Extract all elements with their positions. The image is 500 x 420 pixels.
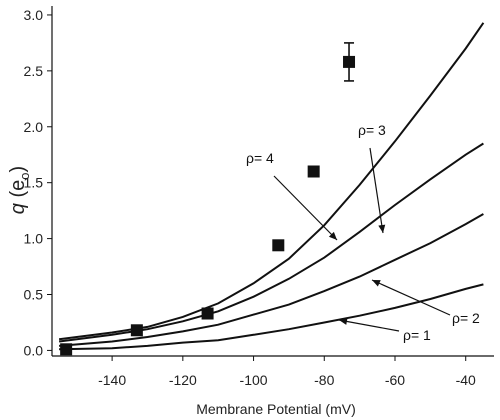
y-tick-label: 0.0 — [24, 342, 44, 358]
axes: 0.0 0.5 1.0 1.5 2.0 2.5 3.0 -140 -120 -100 -80 -60 -… — [24, 6, 494, 388]
y-tick-label: 0.5 — [24, 286, 44, 302]
curve-rho-3 — [58, 142, 484, 343]
y-axis-label-paren-open: (e — [7, 180, 29, 203]
data-point — [130, 324, 143, 337]
y-axis-label-subscript: o — [17, 172, 32, 179]
curve-annotations: ρ= 4 ρ= 3 ρ= 2 ρ= 1 — [246, 122, 480, 343]
curve-rho-4 — [58, 22, 485, 341]
curve-rho-2 — [59, 213, 484, 347]
x-tick-label: -40 — [456, 372, 476, 388]
data-point — [60, 343, 73, 356]
data-point — [343, 55, 356, 68]
y-axis-label-paren-close: ) — [7, 166, 29, 173]
y-tick-label: 3.0 — [24, 7, 44, 23]
data-point — [201, 307, 214, 320]
y-tick-label: 1.0 — [24, 231, 44, 247]
y-tick-label: 2.0 — [24, 119, 44, 135]
curve-rho-1 — [59, 283, 484, 351]
curve-label: ρ= 1 — [403, 327, 431, 343]
annotation-arrow — [338, 319, 400, 332]
x-tick-label: -120 — [169, 372, 197, 388]
y-tick-label: 1.5 — [24, 175, 44, 191]
annotation-arrowhead — [328, 231, 337, 240]
x-tick-label: -140 — [98, 372, 126, 388]
annotation-arrow — [369, 147, 384, 234]
curve-label: ρ= 2 — [452, 310, 480, 326]
y-tick-label: 2.5 — [24, 63, 44, 79]
y-axis-label-q: q — [7, 203, 29, 214]
x-tick-label: -60 — [385, 372, 405, 388]
x-tick-label: -80 — [314, 372, 334, 388]
x-tick-label: -100 — [240, 372, 268, 388]
data-point — [307, 165, 320, 178]
curve-label: ρ= 3 — [358, 122, 386, 138]
annotation-arrow — [273, 175, 338, 241]
annotation-arrowhead — [372, 280, 381, 287]
annotation-arrowhead — [378, 224, 386, 233]
data-points — [60, 42, 356, 356]
curve-label: ρ= 4 — [246, 150, 274, 166]
model-curves — [58, 22, 485, 351]
annotation-arrow — [371, 279, 451, 316]
x-axis-label: Membrane Potential (mV) — [196, 401, 356, 417]
data-point — [272, 239, 285, 252]
annotation-arrowhead — [339, 318, 348, 325]
y-axis-label: q (eo) — [7, 166, 32, 214]
